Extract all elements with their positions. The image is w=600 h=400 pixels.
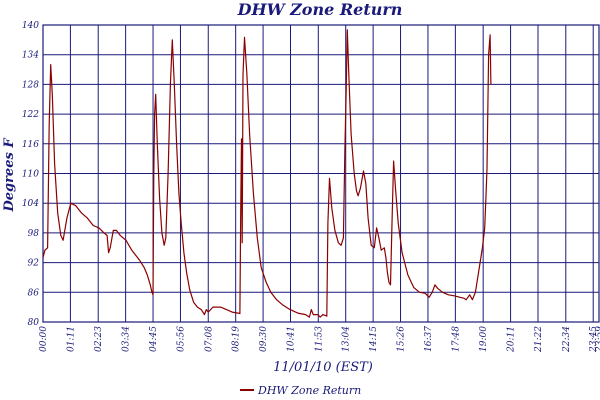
- y-tick-label: 110: [22, 170, 39, 180]
- x-tick-label: 05:56: [176, 326, 186, 352]
- y-tick-label: 104: [22, 199, 39, 209]
- series-line-dhw-zone-return: [42, 29, 492, 318]
- x-tick-label: 04:45: [149, 326, 159, 352]
- x-tick-label: 10:41: [286, 326, 296, 352]
- y-tick-label: 134: [22, 51, 39, 61]
- y-axis-label: Degrees F: [2, 138, 17, 213]
- x-tick-label: 19:00: [479, 326, 489, 352]
- x-tick-label: 02:23: [94, 326, 104, 352]
- y-axis-ticks: 80 86 92 98 104 110 116 122 128 134 140: [22, 21, 39, 328]
- series-lines: [42, 29, 492, 318]
- y-tick-label: 128: [22, 80, 39, 90]
- x-tick-label: 03:34: [122, 326, 132, 352]
- x-tick-label: 00:00: [39, 326, 49, 352]
- legend-label: DHW Zone Return: [257, 384, 361, 397]
- x-tick-label: 16:37: [424, 326, 434, 352]
- y-tick-label: 116: [22, 140, 39, 150]
- y-tick-label: 98: [28, 229, 40, 239]
- y-tick-label: 86: [28, 288, 40, 298]
- x-tick-label: 15:26: [397, 326, 407, 352]
- x-tick-label: 23:45: [589, 326, 599, 353]
- chart-grid: [42, 24, 600, 323]
- chart-title: DHW Zone Return: [237, 0, 403, 19]
- legend: DHW Zone Return: [240, 384, 361, 397]
- x-tick-label: 17:48: [451, 326, 461, 352]
- x-tick-label: 08:19: [232, 326, 242, 352]
- x-tick-label: 21:22: [534, 326, 544, 353]
- x-tick-label: 07:08: [204, 326, 214, 352]
- x-tick-label: 20:11: [507, 326, 517, 353]
- y-tick-label: 80: [28, 318, 40, 328]
- x-axis-label: 11/01/10 (EST): [273, 360, 373, 375]
- x-tick-label: 23:59: [595, 326, 600, 353]
- x-tick-label: 09:30: [259, 326, 269, 352]
- y-tick-label: 140: [22, 21, 39, 31]
- x-tick-label: 01:11: [66, 326, 76, 352]
- x-tick-label: 14:15: [369, 326, 379, 352]
- x-tick-label: 22:34: [562, 326, 572, 353]
- x-tick-label: 11:53: [314, 326, 324, 352]
- x-tick-label: 13:04: [342, 326, 352, 352]
- y-tick-label: 122: [22, 110, 39, 120]
- y-tick-label: 92: [28, 259, 40, 269]
- x-axis-ticks: 00:00 01:11 02:23 03:34 04:45 05:56 07:08 08:19…: [39, 326, 600, 353]
